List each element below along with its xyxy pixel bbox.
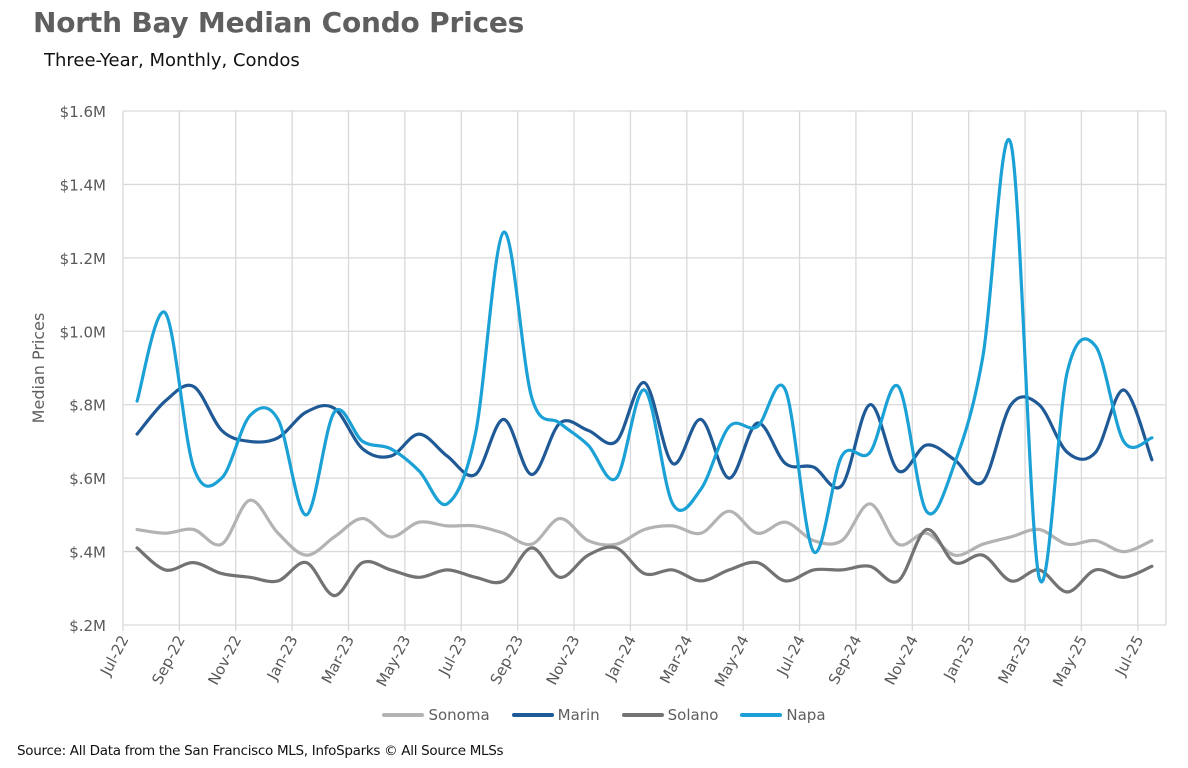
x-tick-label: Sep-23: [487, 632, 528, 687]
series-line-solano: [135, 527, 1154, 598]
legend-item-solano: Solano: [621, 706, 719, 724]
line-chart: $.2M $.4M $.6M $.8M $1.0M $1.2M $1.4M $1.6M Jul…: [29, 103, 1167, 690]
x-tick-label: Jul-25: [1111, 632, 1147, 679]
y-tick-label: $1.4M: [60, 176, 106, 194]
x-tick-label: Jul-23: [434, 632, 470, 679]
x-tick-label: Jul-22: [96, 632, 132, 679]
source-note: Source: All Data from the San Francisco …: [17, 743, 504, 759]
legend-swatch: [740, 713, 783, 717]
x-tick-label: Nov-22: [204, 632, 245, 688]
legend-swatch: [621, 713, 664, 717]
x-tick-label: May-24: [711, 632, 753, 689]
x-tick-label: Nov-23: [543, 632, 584, 688]
y-tick-label: $.2M: [69, 617, 106, 635]
y-tick-label: $1.0M: [60, 323, 106, 341]
x-tick-label: Nov-24: [881, 632, 922, 688]
x-tick-label: Jan-24: [601, 632, 640, 683]
grid: [122, 110, 1167, 631]
y-tick-label: $.4M: [69, 544, 106, 562]
x-tick-label: Jul-24: [773, 632, 809, 679]
legend-label: Napa: [786, 706, 826, 724]
series-line-sonoma: [135, 498, 1154, 557]
legend-label: Marin: [557, 706, 600, 724]
legend-swatch: [511, 713, 554, 717]
y-tick-label: $.6M: [69, 470, 106, 488]
series-line-napa: [135, 138, 1154, 584]
series-line-marin: [135, 381, 1154, 490]
legend: Sonoma Marin Solano Napa: [0, 706, 1188, 724]
x-axis-ticks: Jul-22 Sep-22 Nov-22 Jan-23 Mar-23 May-23 Jul-…: [96, 632, 1147, 689]
x-tick-label: Mar-25: [994, 632, 1034, 686]
x-tick-label: Mar-24: [656, 632, 696, 686]
legend-item-napa: Napa: [740, 706, 826, 724]
y-tick-label: $.8M: [69, 397, 106, 415]
x-tick-label: Jan-25: [939, 632, 978, 683]
x-tick-label: Sep-22: [148, 632, 189, 687]
legend-swatch: [382, 713, 425, 717]
chart-title: North Bay Median Condo Prices: [33, 6, 525, 39]
x-tick-label: May-25: [1049, 632, 1091, 689]
y-axis-ticks: $.2M $.4M $.6M $.8M $1.0M $1.2M $1.4M $1.6M: [60, 103, 106, 635]
legend-label: Solano: [667, 706, 719, 724]
x-tick-label: Jan-23: [263, 632, 302, 683]
legend-item-sonoma: Sonoma: [382, 706, 490, 724]
chart-subtitle: Three-Year, Monthly, Condos: [44, 50, 300, 71]
x-tick-label: Mar-23: [318, 632, 358, 686]
series-lines: [135, 138, 1154, 598]
x-tick-label: Sep-24: [825, 632, 866, 687]
legend-item-marin: Marin: [511, 706, 600, 724]
y-tick-label: $1.2M: [60, 250, 106, 268]
x-tick-label: May-23: [373, 632, 415, 689]
y-axis-label: Median Prices: [29, 313, 48, 424]
y-tick-label: $1.6M: [60, 103, 106, 121]
legend-label: Sonoma: [428, 706, 490, 724]
